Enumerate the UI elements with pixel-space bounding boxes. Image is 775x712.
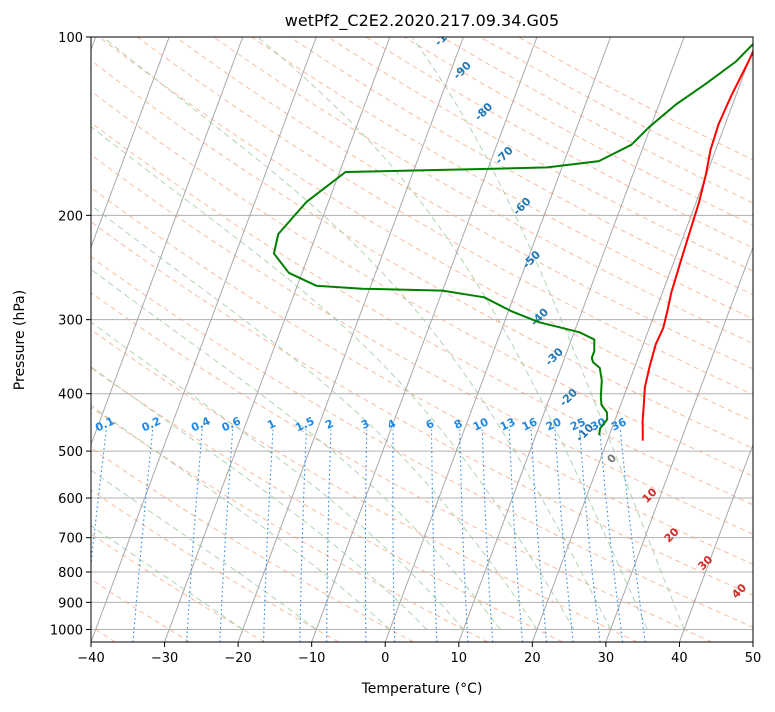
x-tick-label: −10 (298, 651, 325, 666)
y-tick-label: 600 (58, 492, 83, 507)
x-tick-label: −40 (77, 651, 104, 666)
x-tick-label: −20 (224, 651, 251, 666)
y-tick-label: 200 (58, 209, 83, 224)
y-tick-label: 100 (58, 31, 83, 46)
y-tick-label: 900 (58, 596, 83, 611)
x-axis-label: Temperature (°C) (361, 681, 483, 697)
y-tick-label: 500 (58, 445, 83, 460)
y-tick-label: 300 (58, 314, 83, 329)
x-tick-label: 40 (671, 651, 688, 666)
x-tick-label: 20 (524, 651, 541, 666)
x-tick-label: 30 (598, 651, 615, 666)
x-tick-label: −30 (151, 651, 178, 666)
x-tick-label: 50 (745, 651, 762, 666)
x-tick-label: 0 (381, 651, 389, 666)
y-tick-label: 800 (58, 566, 83, 581)
y-tick-label: 400 (58, 388, 83, 403)
y-axis-label: Pressure (hPa) (12, 290, 28, 390)
y-tick-label: 1000 (50, 623, 83, 638)
chart-title: wetPf2_C2E2.2020.217.09.34.G05 (285, 11, 559, 31)
x-tick-label: 10 (451, 651, 468, 666)
y-tick-label: 700 (58, 532, 83, 547)
